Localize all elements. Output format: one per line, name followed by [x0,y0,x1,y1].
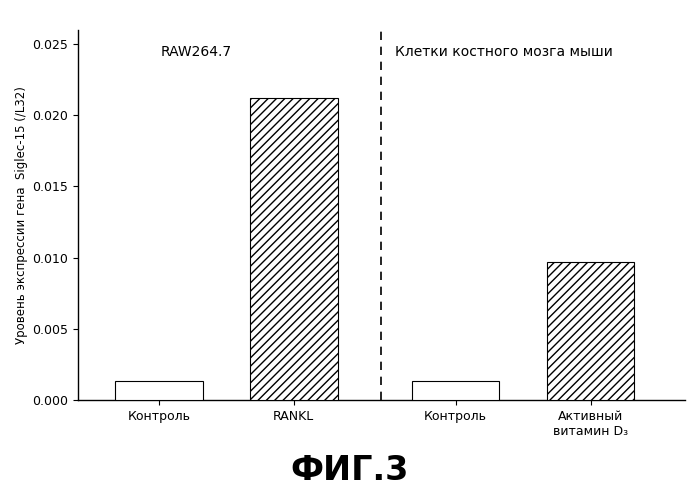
Bar [250,98,337,400]
Text: ФИГ.3: ФИГ.3 [290,454,410,487]
Text: RAW264.7: RAW264.7 [160,45,232,59]
Bar [412,381,500,400]
Y-axis label: Уровень экспрессии гена  Siglec-15 (/L32): Уровень экспрессии гена Siglec-15 (/L32) [15,86,28,344]
Bar [115,381,203,400]
Bar [547,262,634,400]
Text: Клетки костного мозга мыши: Клетки костного мозга мыши [395,45,613,59]
